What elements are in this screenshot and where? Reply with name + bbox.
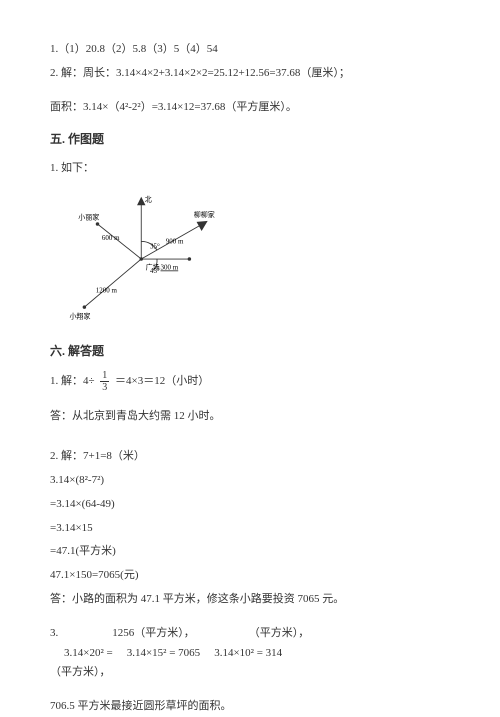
q5-1-intro: 1. 如下：	[50, 159, 450, 179]
q6-2-l2: 3.14×(8²-7²)	[50, 471, 450, 491]
label-xiaoxiang: 小翔家	[70, 311, 91, 320]
q6-3-p5: 3.14×15² = 7065	[127, 644, 200, 664]
q6-3-p3: （平方米），	[249, 624, 310, 644]
q6-3-p4: 3.14×20² =	[64, 644, 113, 664]
answer-line-1: 1.（1）20.8（2）5.8（3）5（4）54	[50, 40, 450, 60]
q6-3-p6: 3.14×10² = 314	[214, 644, 282, 664]
q6-2-l3: =3.14×(64-49)	[50, 495, 450, 515]
q6-1-suffix: ＝4×3＝12（小时）	[115, 375, 209, 387]
section-6-title: 六. 解答题	[50, 341, 450, 363]
fraction-one-third: 1 3	[100, 370, 109, 393]
q6-3-answer: 706.5 平方米最接近圆形草坪的面积。	[50, 697, 450, 717]
label-45deg: 45°	[150, 267, 160, 275]
label-liuliu: 柳柳家	[194, 210, 215, 219]
label-300m: 300 m	[161, 263, 179, 271]
q6-3-block: 3. 1256（平方米）， （平方米）， 3.14×20² = 3.14×15²…	[50, 624, 450, 683]
direction-diagram: 北 小丽家 柳柳家 广场 小翔家 600 m 900 m 1200 m 300 …	[60, 189, 240, 329]
label-xiaoli: 小丽家	[78, 212, 99, 221]
q6-2-answer: 答：小路的面积为 47.1 平方米，修这条小路要投资 7065 元。	[50, 590, 450, 610]
fraction-denominator: 3	[100, 382, 109, 393]
q6-2-l4: =3.14×15	[50, 519, 450, 539]
q6-1-line: 1. 解：4÷ 1 3 ＝4×3＝12（小时）	[50, 370, 450, 393]
label-900m: 900 m	[166, 237, 184, 245]
label-600m: 600 m	[102, 234, 120, 242]
q6-3-p1: 3.	[50, 624, 58, 644]
q6-1-answer: 答：从北京到青岛大约需 12 小时。	[50, 407, 450, 427]
label-1200m: 1200 m	[96, 286, 118, 294]
q6-2-l6: 47.1×150=7065(元)	[50, 566, 450, 586]
q6-3-p7: （平方米），	[50, 663, 450, 683]
q6-2-l5: =47.1(平方米)	[50, 542, 450, 562]
q6-3-p2: 1256（平方米），	[112, 624, 195, 644]
section-5-title: 五. 作图题	[50, 129, 450, 151]
label-35deg: 35°	[150, 242, 160, 250]
answer-line-3: 面积：3.14×（4²-2²）=3.14×12=37.68（平方厘米）。	[50, 98, 450, 118]
answer-line-2: 2. 解：周长：3.14×4×2+3.14×2×2=25.12+12.56=37…	[50, 64, 450, 84]
q6-2-l1: 2. 解：7+1=8（米）	[50, 447, 450, 467]
label-north: 北	[145, 195, 152, 203]
q6-1-prefix: 1. 解：4÷	[50, 375, 95, 387]
fraction-numerator: 1	[100, 370, 109, 382]
